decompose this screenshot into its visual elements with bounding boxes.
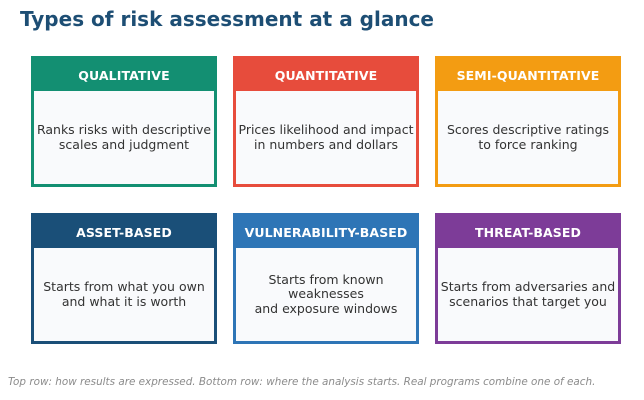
card-heading: VULNERABILITY-BASED xyxy=(236,216,416,248)
card-body: Scores descriptive ratings to force rank… xyxy=(438,91,618,184)
card-quantitative: QUANTITATIVE Prices likelihood and impac… xyxy=(233,56,419,187)
diagram-title: Types of risk assessment at a glance xyxy=(20,7,434,31)
card-description: Starts from what you own and what it is … xyxy=(43,279,205,309)
card-heading: ASSET-BASED xyxy=(34,216,214,248)
card-description: Ranks risks with descriptive scales and … xyxy=(36,122,212,152)
card-qualitative: QUALITATIVE Ranks risks with descriptive… xyxy=(31,56,217,187)
card-heading: QUALITATIVE xyxy=(34,59,214,91)
footnote: Top row: how results are expressed. Bott… xyxy=(8,376,596,388)
card-description: Starts from adversaries and scenarios th… xyxy=(440,279,616,309)
card-description: Scores descriptive ratings to force rank… xyxy=(446,122,610,152)
card-heading: SEMI-QUANTITATIVE xyxy=(438,59,618,91)
card-heading: THREAT-BASED xyxy=(438,216,618,248)
card-body: Starts from what you own and what it is … xyxy=(34,248,214,341)
card-semi-quantitative: SEMI-QUANTITATIVE Scores descriptive rat… xyxy=(435,56,621,187)
card-vulnerability-based: VULNERABILITY-BASED Starts from known we… xyxy=(233,213,419,344)
card-body: Starts from adversaries and scenarios th… xyxy=(438,248,618,341)
card-description: Starts from known weaknesses and exposur… xyxy=(254,271,398,316)
card-body: Starts from known weaknesses and exposur… xyxy=(236,248,416,341)
card-description: Prices likelihood and impact in numbers … xyxy=(238,122,414,152)
card-threat-based: THREAT-BASED Starts from adversaries and… xyxy=(435,213,621,344)
card-body: Ranks risks with descriptive scales and … xyxy=(34,91,214,184)
card-body: Prices likelihood and impact in numbers … xyxy=(236,91,416,184)
card-asset-based: ASSET-BASED Starts from what you own and… xyxy=(31,213,217,344)
card-heading: QUANTITATIVE xyxy=(236,59,416,91)
